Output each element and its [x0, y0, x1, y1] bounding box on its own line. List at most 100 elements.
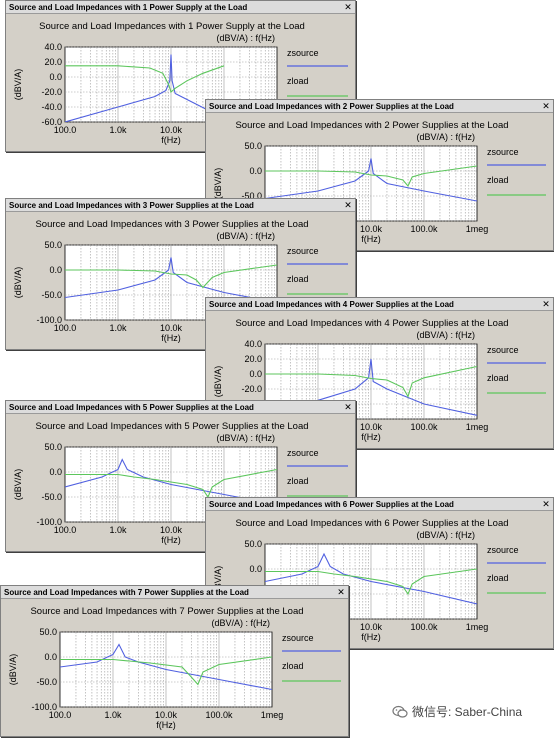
series-line-zload	[65, 264, 277, 289]
close-icon[interactable]: ✕	[344, 2, 352, 12]
y-axis-label: (dBV/A)	[213, 168, 223, 200]
legend-label-zsource: zsource	[282, 633, 314, 643]
window-titlebar[interactable]: Source and Load Impedances with 3 Power …	[6, 199, 355, 212]
window-titlebar[interactable]: Source and Load Impedances with 1 Power …	[6, 1, 355, 14]
close-icon[interactable]: ✕	[542, 101, 550, 111]
legend-label-zload: zload	[287, 476, 309, 486]
y-tick-label: 0.0	[49, 265, 62, 275]
legend-label-zsource: zsource	[487, 147, 519, 157]
x-tick-label: 1.0k	[109, 525, 127, 535]
chart-title: Source and Load Impedances with 1 Power …	[39, 21, 305, 32]
x-axis-label: f(Hz)	[361, 632, 381, 642]
chart-title: Source and Load Impedances with 6 Power …	[235, 518, 508, 529]
chart-window-1[interactable]: Source and Load Impedances with 1 Power …	[5, 0, 356, 152]
window-title: Source and Load Impedances with 4 Power …	[209, 299, 454, 309]
series-line-zsource	[265, 358, 477, 416]
window-title: Source and Load Impedances with 6 Power …	[209, 499, 454, 509]
window-title: Source and Load Impedances with 1 Power …	[9, 2, 248, 12]
x-tick-label: 10.0k	[155, 710, 178, 720]
unit-label: (dBV/A) : f(Hz)	[216, 231, 275, 241]
x-tick-label: 10.0k	[360, 422, 383, 432]
y-tick-label: 50.0	[244, 141, 262, 151]
x-tick-label: 10.0k	[160, 125, 183, 135]
chart-plot: Source and Load Impedances with 1 Power …	[13, 21, 348, 145]
series-line-zload	[65, 65, 225, 93]
y-tick-label: 40.0	[244, 339, 262, 349]
y-tick-label: -40.0	[41, 102, 62, 112]
y-axis-label: (dBV/A)	[13, 267, 23, 299]
close-icon[interactable]: ✕	[344, 200, 352, 210]
y-tick-label: -20.0	[241, 384, 262, 394]
y-tick-label: -50.0	[36, 677, 57, 687]
close-icon[interactable]: ✕	[344, 402, 352, 412]
close-icon[interactable]: ✕	[542, 499, 550, 509]
y-axis-label: (dBV/A)	[213, 566, 223, 598]
chart-title: Source and Load Impedances with 3 Power …	[35, 219, 308, 230]
series-line-zload	[265, 365, 477, 398]
legend-label-zload: zload	[487, 175, 509, 185]
unit-label: (dBV/A) : f(Hz)	[211, 618, 270, 628]
series-line-zload	[65, 468, 277, 499]
legend-label-zload: zload	[287, 274, 309, 284]
x-axis-label: f(Hz)	[361, 234, 381, 244]
series-line-zsource	[265, 158, 477, 202]
y-tick-label: -100.0	[36, 315, 62, 325]
window-titlebar[interactable]: Source and Load Impedances with 2 Power …	[206, 100, 553, 113]
y-tick-label: 0.0	[49, 467, 62, 477]
y-tick-label: 40.0	[44, 42, 62, 52]
y-tick-label: -100.0	[31, 702, 57, 712]
series-line-zload	[265, 568, 477, 596]
y-tick-label: 20.0	[244, 354, 262, 364]
chart-plot: Source and Load Impedances with 6 Power …	[213, 518, 546, 642]
y-tick-label: -50.0	[241, 191, 262, 201]
window-titlebar[interactable]: Source and Load Impedances with 6 Power …	[206, 498, 553, 511]
chart-window-7[interactable]: Source and Load Impedances with 7 Power …	[0, 585, 349, 737]
x-tick-label: 10.0k	[160, 323, 183, 333]
series-line-zsource	[65, 54, 225, 122]
y-tick-label: 0.0	[49, 72, 62, 82]
legend-label-zsource: zsource	[487, 345, 519, 355]
x-tick-label: 100.0	[54, 323, 77, 333]
window-title: Source and Load Impedances with 7 Power …	[4, 587, 249, 597]
x-tick-label: 10.0k	[360, 224, 383, 234]
y-axis-label: (dBV/A)	[13, 469, 23, 501]
x-tick-label: 1meg	[466, 422, 489, 432]
x-tick-label: 1meg	[466, 622, 489, 632]
x-tick-label: 100.0k	[410, 622, 438, 632]
close-icon[interactable]: ✕	[542, 299, 550, 309]
y-tick-label: 0.0	[249, 166, 262, 176]
chart-plot: Source and Load Impedances with 2 Power …	[213, 120, 546, 244]
y-tick-label: 50.0	[44, 240, 62, 250]
series-line-zsource	[65, 257, 277, 304]
legend-label-zsource: zsource	[287, 48, 319, 58]
x-tick-label: 1.0k	[109, 323, 127, 333]
y-tick-label: -100.0	[36, 517, 62, 527]
x-axis-label: f(Hz)	[161, 535, 181, 545]
legend-label-zload: zload	[287, 76, 309, 86]
chart-window-6[interactable]: Source and Load Impedances with 6 Power …	[205, 497, 554, 649]
legend-label-zsource: zsource	[287, 246, 319, 256]
x-tick-label: 10.0k	[160, 525, 183, 535]
y-tick-label: 50.0	[244, 539, 262, 549]
close-icon[interactable]: ✕	[337, 587, 345, 597]
legend-label-zsource: zsource	[287, 448, 319, 458]
x-tick-label: 100.0	[54, 525, 77, 535]
unit-label: (dBV/A) : f(Hz)	[416, 530, 475, 540]
unit-label: (dBV/A) : f(Hz)	[216, 33, 275, 43]
x-axis-label: f(Hz)	[161, 333, 181, 343]
x-tick-label: 1meg	[466, 224, 489, 234]
x-tick-label: 100.0k	[410, 224, 438, 234]
y-tick-label: 0.0	[249, 564, 262, 574]
x-tick-label: 100.0k	[410, 422, 438, 432]
window-titlebar[interactable]: Source and Load Impedances with 7 Power …	[1, 586, 348, 599]
legend-label-zsource: zsource	[487, 545, 519, 555]
wechat-icon	[392, 705, 408, 718]
y-tick-label: -50.0	[41, 290, 62, 300]
window-titlebar[interactable]: Source and Load Impedances with 4 Power …	[206, 298, 553, 311]
window-titlebar[interactable]: Source and Load Impedances with 5 Power …	[6, 401, 355, 414]
y-tick-label: -50.0	[41, 492, 62, 502]
x-tick-label: 1.0k	[109, 125, 127, 135]
y-tick-label: 0.0	[249, 369, 262, 379]
y-tick-label: 20.0	[44, 57, 62, 67]
x-axis-label: f(Hz)	[161, 135, 181, 145]
